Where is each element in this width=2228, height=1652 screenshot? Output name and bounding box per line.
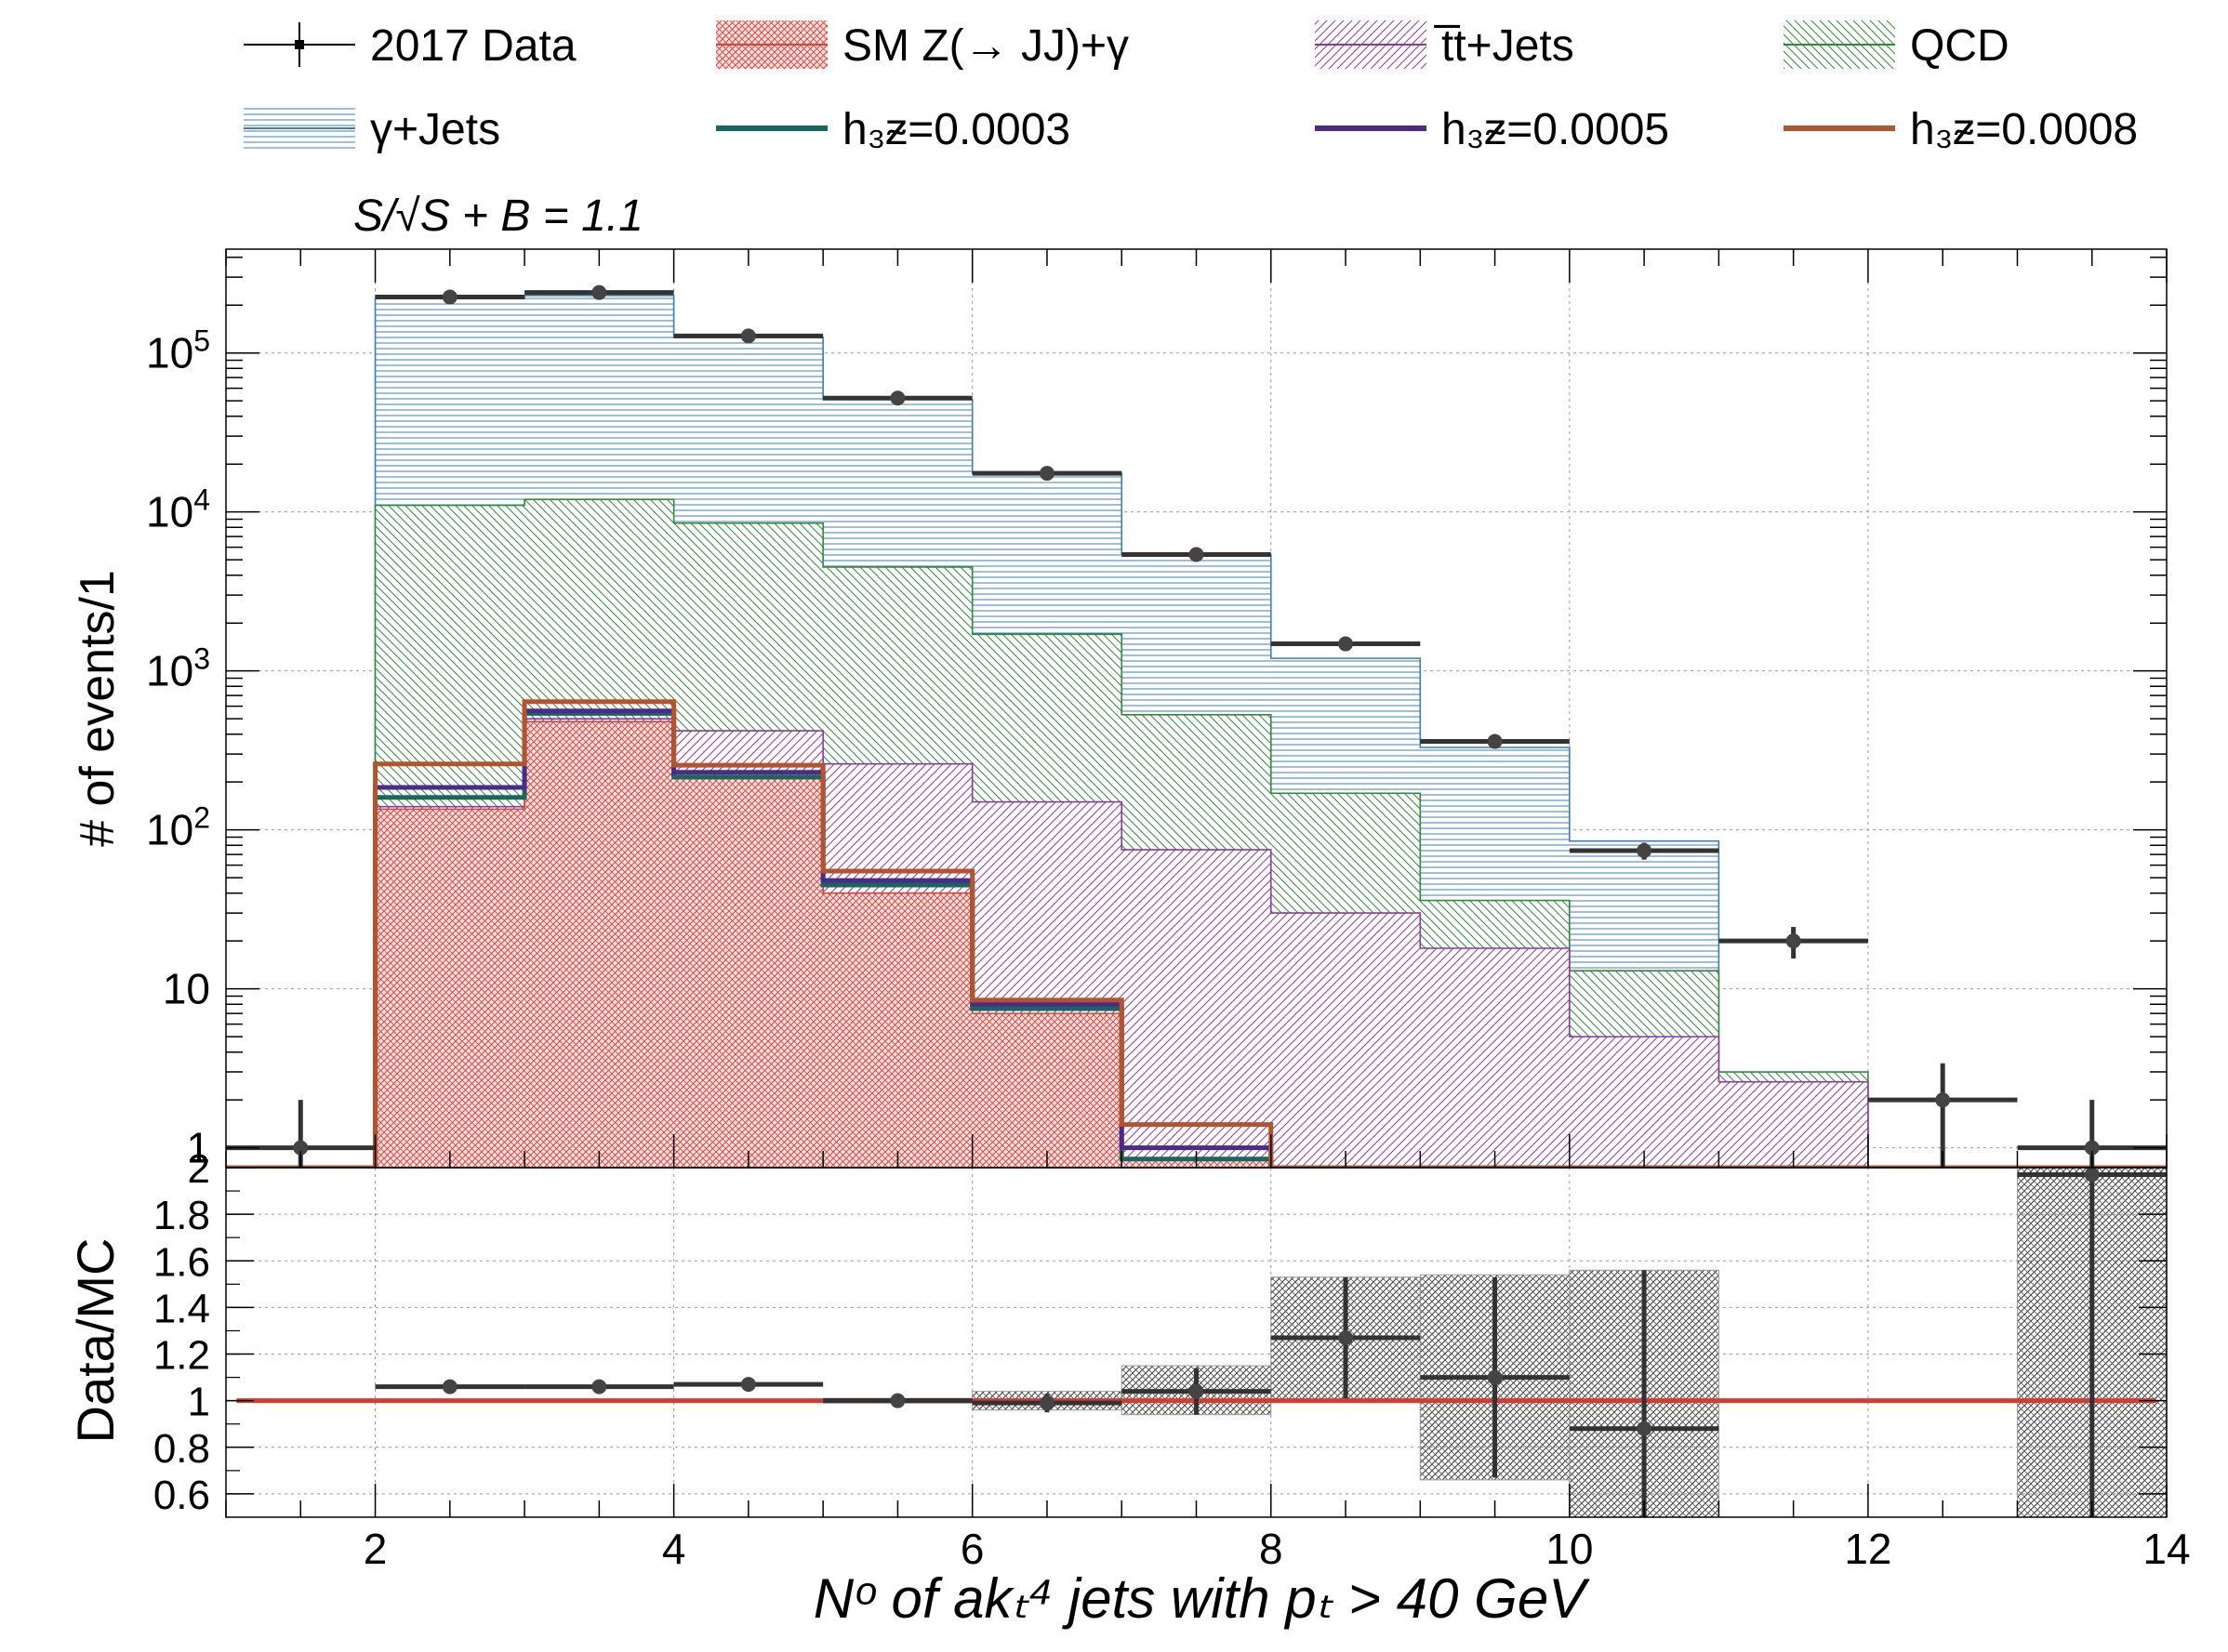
- x-tick-label: 8: [1259, 1525, 1283, 1573]
- legend-label: QCD: [1910, 21, 2009, 71]
- legend-item: h₃ᵶ=0.0005: [1315, 105, 1669, 154]
- data-point: [1338, 636, 1354, 652]
- ratio-frame: [225, 1167, 2168, 1518]
- signal-line: [226, 699, 2167, 1168]
- legend: 2017 Data SM Z(→ JJ)+γ t̅t+Jets QCD γ+Jets h₃…: [244, 20, 2138, 154]
- ratio-point: [442, 1379, 458, 1394]
- data-point: [1785, 933, 1801, 949]
- data-point: [591, 284, 607, 300]
- y-tick-label: 105: [146, 324, 210, 377]
- data-point: [1935, 1092, 1951, 1108]
- legend-item: γ+Jets: [244, 104, 500, 154]
- data-point: [293, 1140, 309, 1156]
- y-tick-label: 10: [163, 965, 210, 1013]
- ratio-point: [1637, 1421, 1652, 1436]
- x-tick-label: 12: [1844, 1525, 1891, 1573]
- ratio-y-tick-label: 0.8: [153, 1426, 210, 1472]
- ratio-gridlines: [226, 1167, 2167, 1517]
- y-axis-label: # of events/1: [71, 570, 125, 847]
- ratio-point: [1039, 1395, 1054, 1411]
- significance-label: S/√S + B = 1.1: [353, 192, 643, 241]
- ratio-y-tick-label: 0.6: [153, 1473, 210, 1518]
- ratio-axes: 0.60.811.21.41.61.822 4 6 8 10 12 14: [153, 1146, 2191, 1573]
- data-point: [1188, 547, 1204, 562]
- data-point: [1039, 466, 1054, 482]
- legend-item: SM Z(→ JJ)+γ: [716, 20, 1129, 71]
- ratio-y-tick-label: 1.2: [153, 1333, 210, 1379]
- stack-outline-gj: [226, 295, 2167, 1168]
- y-tick-label: 102: [146, 801, 210, 854]
- ratio-point: [1188, 1383, 1204, 1399]
- legend-label: t̅t+Jets: [1434, 21, 1574, 71]
- x-tick-label: 2: [364, 1525, 388, 1573]
- data-point: [740, 328, 756, 344]
- y-tick-label-base: 10: [146, 806, 193, 854]
- legend-item: 2017 Data: [244, 21, 577, 71]
- data-point: [890, 390, 906, 406]
- ratio-y-tick-label: 1: [188, 1380, 210, 1425]
- legend-item: h₃ᵶ=0.0003: [716, 105, 1070, 154]
- y-tick-label-base: 10: [146, 329, 193, 377]
- y-tick-label-exp: 5: [193, 324, 210, 358]
- ratio-points: [375, 1167, 2167, 1517]
- y-tick-label-base: 10: [146, 488, 193, 536]
- ratio-y-tick-label: 1.8: [153, 1193, 210, 1238]
- ratio-y-axis-label: Data/MC: [66, 1238, 125, 1444]
- legend-label: h₃ᵶ=0.0008: [1910, 105, 2138, 154]
- legend-label: h₃ᵶ=0.0003: [842, 105, 1070, 154]
- x-axis-label: Nᵒ of akₜ⁴ jets with pₜ > 40 GeV: [814, 1567, 1590, 1630]
- data-points: [226, 284, 2167, 1168]
- ratio-point: [1487, 1369, 1503, 1385]
- signal-lines: [226, 699, 2167, 1168]
- legend-label: γ+Jets: [370, 105, 500, 154]
- ratio-point: [1338, 1329, 1354, 1345]
- data-point: [2084, 1140, 2100, 1156]
- y-tick-label-base: 10: [146, 647, 193, 695]
- legend-data-marker: [295, 40, 304, 49]
- data-point: [442, 289, 458, 305]
- y-tick-label: 103: [146, 642, 210, 695]
- ratio-point: [591, 1379, 607, 1394]
- stack-fill-zgam: [226, 721, 2167, 1168]
- legend-label: SM Z(→ JJ)+γ: [842, 21, 1129, 71]
- legend-item: t̅t+Jets: [1315, 20, 1574, 71]
- y-tick-label: 1: [186, 1124, 210, 1172]
- ratio-point: [2084, 1167, 2100, 1183]
- y-tick-label-exp: 3: [193, 642, 210, 676]
- ratio-point: [740, 1377, 756, 1393]
- stacked-histograms: [226, 295, 2167, 1168]
- legend-label: 2017 Data: [370, 21, 577, 71]
- x-tick-label: 10: [1545, 1525, 1593, 1573]
- x-tick-label: 6: [961, 1525, 985, 1573]
- y-tick-label: 104: [146, 483, 210, 536]
- legend-item: h₃ᵶ=0.0008: [1784, 105, 2138, 154]
- ratio-point: [890, 1393, 906, 1408]
- data-point: [1637, 843, 1652, 859]
- legend-item: QCD: [1784, 20, 2009, 71]
- ratio-y-tick-label: 1.4: [153, 1286, 210, 1331]
- ratio-y-tick-label: 1.6: [153, 1239, 210, 1285]
- y-tick-label-exp: 2: [193, 801, 210, 835]
- data-point: [1487, 733, 1503, 749]
- legend-label: h₃ᵶ=0.0005: [1441, 105, 1669, 154]
- y-tick-label-exp: 4: [193, 483, 210, 517]
- x-tick-label: 4: [662, 1525, 686, 1573]
- ratio-y-tick-label: 2: [188, 1146, 210, 1192]
- x-tick-label: 14: [2142, 1525, 2190, 1573]
